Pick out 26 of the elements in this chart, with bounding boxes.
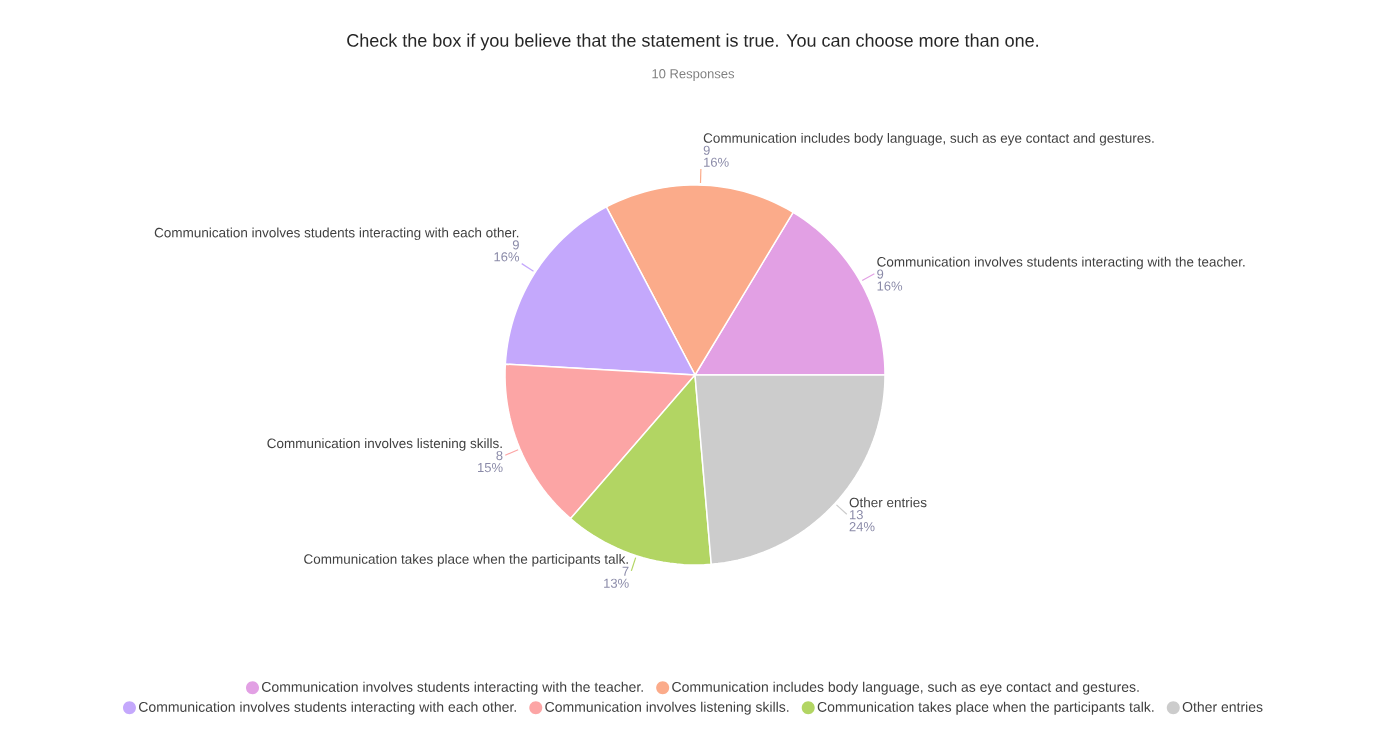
chart-subtitle: 10 Responses bbox=[652, 69, 735, 81]
legend-label: Communication includes body language, such as eye contact and gestures. bbox=[672, 681, 1139, 695]
data-label: 7 bbox=[622, 566, 629, 576]
text: 16% bbox=[877, 281, 903, 291]
slice-label: Communication involves listening skills. bbox=[267, 438, 502, 451]
slice-label: Other entries bbox=[849, 497, 927, 508]
slice-label: Communication includes body language, such as eye contact and gestures. bbox=[703, 132, 1154, 146]
legend-label: Communication involves students interacting with the teacher. bbox=[262, 681, 643, 695]
data-label: 13 bbox=[849, 510, 863, 520]
text: 13% bbox=[604, 578, 629, 588]
text: 16% bbox=[704, 157, 729, 167]
legend-label: Communication involves listening skills. bbox=[545, 701, 789, 715]
data-label: 9 bbox=[703, 145, 710, 155]
chart-title: Check the box if you believe that the statement is true. You can choose more than one. bbox=[347, 33, 1038, 51]
legend-label: Other entries bbox=[1182, 701, 1263, 712]
data-label: 8 bbox=[496, 450, 503, 461]
data-label: 9 bbox=[512, 240, 519, 250]
data-label: 9 bbox=[877, 269, 884, 279]
text: 15% bbox=[478, 463, 503, 473]
legend-label: Communication takes place when the participants talk. bbox=[817, 701, 1154, 715]
slice-label: Communication involves students interacting with the teacher. bbox=[877, 256, 1245, 270]
text: 24% bbox=[849, 522, 875, 532]
text: 16% bbox=[494, 252, 520, 262]
slice-label: Communication involves students interacting with each other. bbox=[154, 227, 519, 241]
slice-label: Communication takes place when the participants talk. bbox=[304, 553, 628, 567]
legend-label: Communication involves students interacting with each other. bbox=[139, 701, 516, 715]
